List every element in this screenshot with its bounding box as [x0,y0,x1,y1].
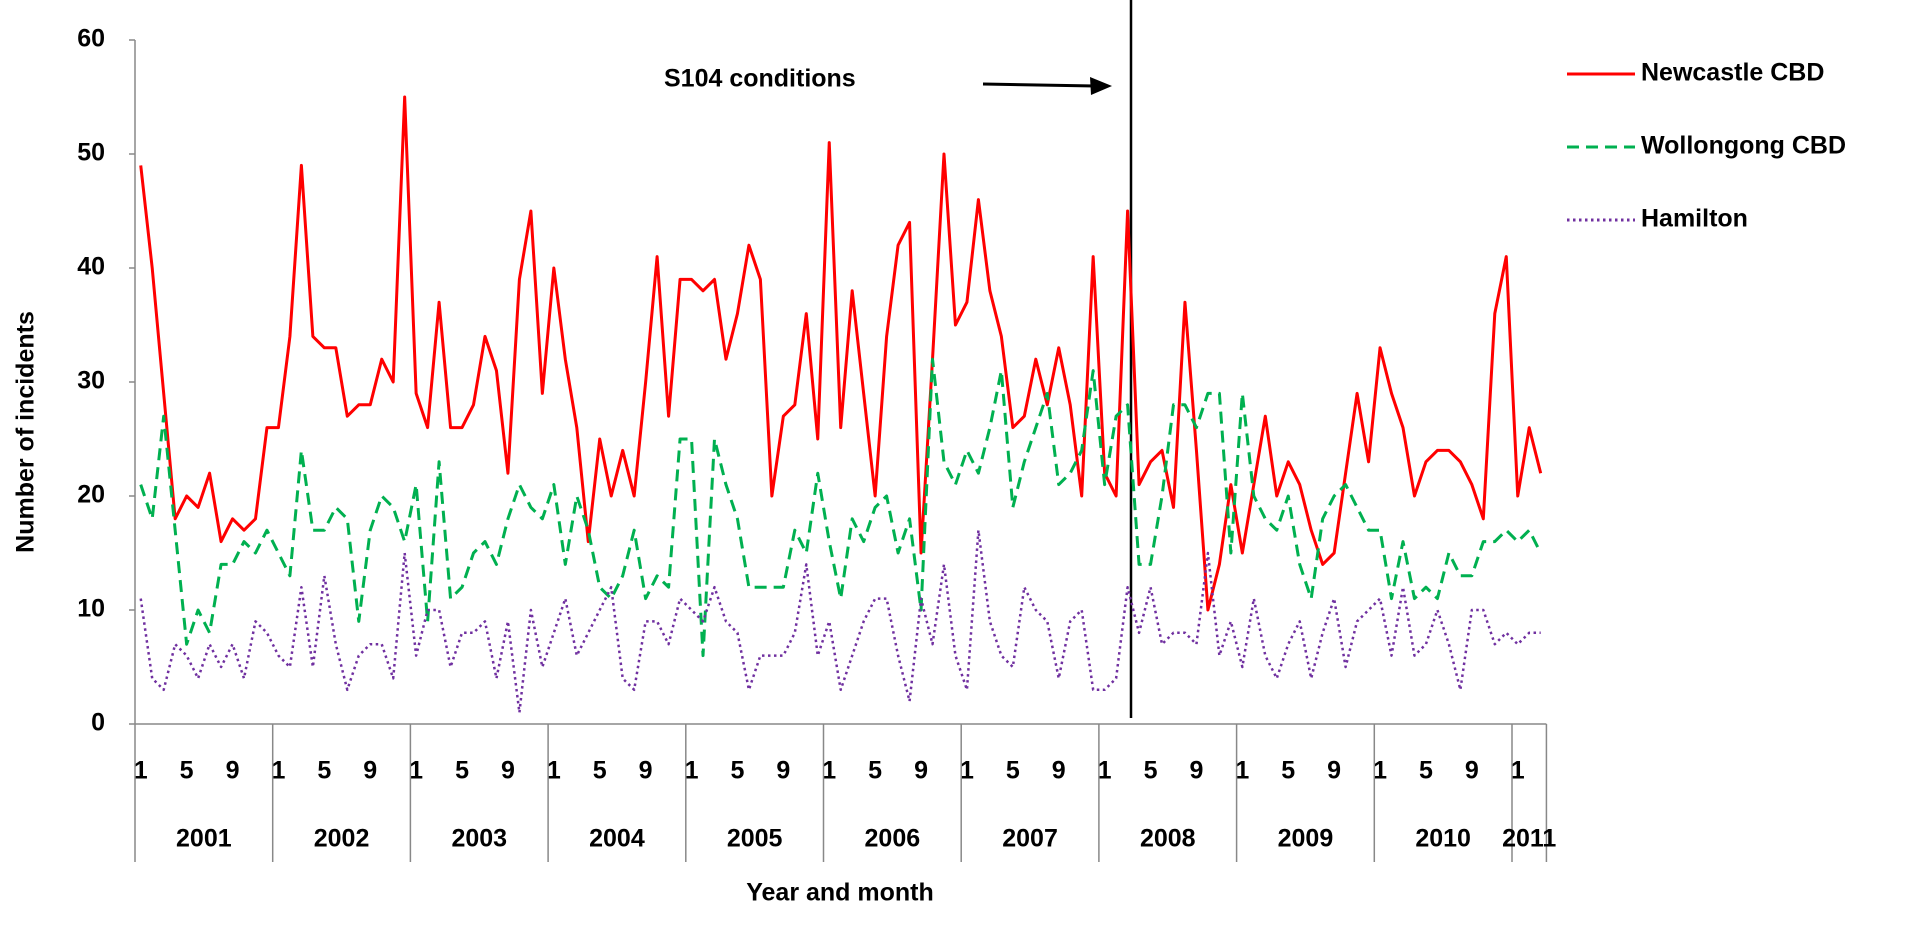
x-tick-label: 9 [501,757,515,785]
x-group-label: 2007 [1002,825,1058,853]
x-tick-label: 5 [593,757,607,785]
x-group-label: 2008 [1140,825,1196,853]
series-line [139,95,1543,612]
x-tick-label: 5 [180,757,194,785]
x-tick-label: 5 [1144,757,1158,785]
x-group-label: 2005 [727,825,783,853]
x-tick-label: 1 [1373,757,1387,785]
x-group-label: 2011 [1502,825,1556,853]
x-tick-label: 9 [1327,757,1341,785]
x-group-label: 2002 [314,825,370,853]
x-tick-label: 1 [960,757,974,785]
x-tick-label: 5 [1419,757,1433,785]
y-tick-label: 0 [91,709,105,737]
x-tick-label: 1 [822,757,836,785]
y-tick-label: 20 [77,481,105,509]
x-group-label: 2006 [865,825,921,853]
y-tick-label: 60 [77,25,105,53]
arrow-head [1090,77,1112,95]
x-tick-label: 5 [1281,757,1295,785]
legend-label: Wollongong CBD [1641,132,1846,160]
x-tick-label: 1 [685,757,699,785]
x-tick-label: 9 [776,757,790,785]
y-axis-title: Number of incidents [12,311,40,553]
x-tick-label: 9 [914,757,928,785]
x-axis-title: Year and month [746,879,934,907]
y-tick-label: 10 [77,595,105,623]
x-group-label: 2001 [176,825,232,853]
y-tick-label: 40 [77,253,105,281]
x-tick-label: 1 [1235,757,1249,785]
x-tick-label: 5 [455,757,469,785]
legend-label: Newcastle CBD [1641,59,1824,87]
x-tick-label: 9 [226,757,240,785]
x-tick-label: 9 [363,757,377,785]
x-tick-label: 5 [868,757,882,785]
x-tick-label: 1 [271,757,285,785]
x-tick-label: 1 [1511,757,1525,785]
x-group-label: 2009 [1278,825,1334,853]
series-line [139,528,1541,714]
x-tick-label: 9 [1189,757,1203,785]
x-group-label: 2004 [589,825,645,853]
x-tick-label: 9 [639,757,653,785]
y-tick-label: 50 [77,139,105,167]
x-tick-label: 9 [1465,757,1479,785]
x-tick-label: 5 [730,757,744,785]
x-tick-label: 5 [317,757,331,785]
annotation-arrow [982,82,1096,88]
x-tick-label: 1 [134,757,148,785]
series-line [139,357,1543,658]
x-tick-label: 1 [1098,757,1112,785]
legend-label: Hamilton [1641,205,1748,233]
x-tick-label: 5 [1006,757,1020,785]
x-tick-label: 1 [547,757,561,785]
x-group-label: 2003 [451,825,507,853]
x-tick-label: 9 [1052,757,1066,785]
y-tick-label: 30 [77,367,105,395]
x-group-label: 2010 [1415,825,1471,853]
annotation: S104 conditions [664,65,856,93]
x-tick-label: 1 [409,757,423,785]
